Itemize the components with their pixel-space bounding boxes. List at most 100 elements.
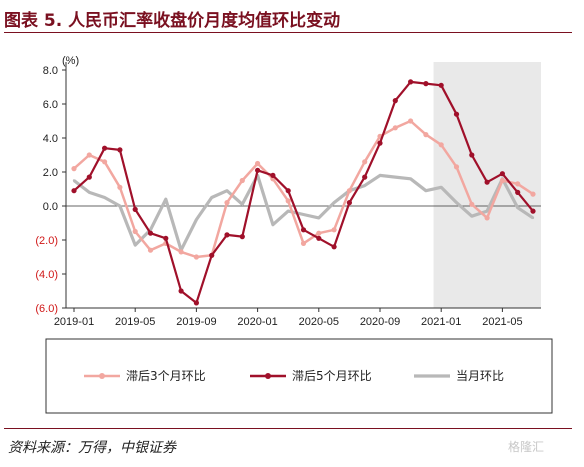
series-3-point <box>88 191 91 194</box>
series-3-point <box>103 196 106 199</box>
shaded-forecast-region <box>433 62 541 308</box>
series-2-point <box>484 179 490 185</box>
series-2-point <box>132 206 138 212</box>
legend-marker-1 <box>99 373 105 379</box>
series-3-point <box>134 243 137 247</box>
series-1-point <box>484 215 490 221</box>
x-tick-label: 2019-05 <box>115 316 155 328</box>
series-3-point <box>287 209 290 213</box>
series-1-point <box>408 118 414 124</box>
series-2-point <box>377 140 383 146</box>
series-1-point <box>224 200 230 206</box>
series-3-point <box>241 203 244 206</box>
series-2-point <box>300 227 307 233</box>
series-2-point <box>163 235 169 241</box>
series-2-point <box>530 208 536 214</box>
series-3-point <box>440 186 443 189</box>
source-rule <box>4 428 572 429</box>
series-1-point <box>346 188 352 194</box>
series-3-point <box>210 196 213 199</box>
series-1-point <box>178 249 184 255</box>
series-2-point <box>117 147 123 153</box>
series-3-point <box>378 174 382 177</box>
series-1-point <box>530 191 536 197</box>
series-3-point <box>394 175 397 179</box>
series-2-point <box>362 174 368 180</box>
series-2-point <box>408 79 414 85</box>
y-tick-label: 2.0 <box>43 167 58 179</box>
x-tick-label: 2021-01 <box>421 316 461 328</box>
series-1-point <box>469 201 475 207</box>
series-1-point <box>423 132 429 138</box>
series-2-point <box>239 234 245 240</box>
series-2-point <box>469 152 475 158</box>
y-tick-label: 0.0 <box>43 201 58 213</box>
series-1-point <box>453 164 460 170</box>
x-tick-label: 2020-09 <box>360 316 400 328</box>
x-tick-label: 2021-05 <box>482 316 522 328</box>
series-1-point <box>147 247 154 253</box>
series-1-point <box>193 254 199 260</box>
series-1-point <box>117 184 123 190</box>
series-2-point <box>346 200 352 206</box>
series-1-point <box>239 177 245 184</box>
y-tick-label: (6.0) <box>35 303 58 315</box>
series-3-point <box>72 179 76 182</box>
series-2-point <box>178 288 184 294</box>
watermark-logo: 格隆汇 <box>508 440 545 454</box>
series-1-point <box>392 125 398 131</box>
y-tick-label: (2.0) <box>35 235 58 247</box>
series-3-point <box>225 189 229 192</box>
legend-marker-2 <box>265 373 271 379</box>
y-tick-label: 6.0 <box>43 99 58 111</box>
series-2-point <box>423 81 429 87</box>
series-2-point <box>224 232 230 238</box>
source-note: 资料来源：万得，中银证券 <box>8 440 176 456</box>
series-2-point <box>255 167 261 173</box>
series-1-point <box>362 159 368 165</box>
series-2-point <box>453 111 460 117</box>
series-3-point <box>271 223 275 226</box>
x-tick-label: 2020-01 <box>237 316 277 328</box>
series-3-point <box>195 218 198 221</box>
series-3-point <box>302 213 305 216</box>
series-2-point <box>270 172 276 178</box>
series-3-point <box>317 216 320 220</box>
series-3-point <box>531 216 535 220</box>
series-1-point <box>300 240 307 246</box>
series-2-point <box>285 188 291 194</box>
series-3-point <box>363 184 366 187</box>
series-1-point <box>71 166 77 172</box>
series-3-point <box>118 204 122 208</box>
series-1-point <box>102 159 108 165</box>
series-2-point <box>86 174 92 180</box>
series-3-point <box>332 201 336 204</box>
series-1-point <box>86 152 92 158</box>
series-1-point <box>132 228 138 235</box>
series-1-point <box>316 230 322 236</box>
series-1-point <box>331 227 337 233</box>
series-2-point <box>515 189 521 195</box>
series-2-point <box>193 300 199 306</box>
y-tick-label: (4.0) <box>35 269 58 281</box>
series-2-point <box>438 82 444 88</box>
series-1-point <box>285 198 291 204</box>
series-2-point <box>102 145 108 151</box>
series-2-point <box>331 244 337 250</box>
title-rule <box>4 32 572 33</box>
series-3-point <box>470 215 473 218</box>
series-2-point <box>316 235 322 241</box>
series-3-point <box>516 206 519 209</box>
y-unit-label: (%) <box>62 55 79 67</box>
series-3-point <box>485 209 489 213</box>
series-3-point <box>164 198 167 201</box>
x-tick-label: 2019-01 <box>54 316 94 328</box>
series-2-point <box>392 98 398 104</box>
series-1-point <box>255 160 261 167</box>
series-3-point <box>424 189 428 192</box>
series-1-point <box>499 177 505 184</box>
legend-label-3: 当月环比 <box>456 369 504 383</box>
series-1-point <box>515 181 521 187</box>
series-1-point <box>438 142 444 148</box>
chart-title: 图表 5. 人民币汇率收盘价月度均值环比变动 <box>4 11 341 31</box>
